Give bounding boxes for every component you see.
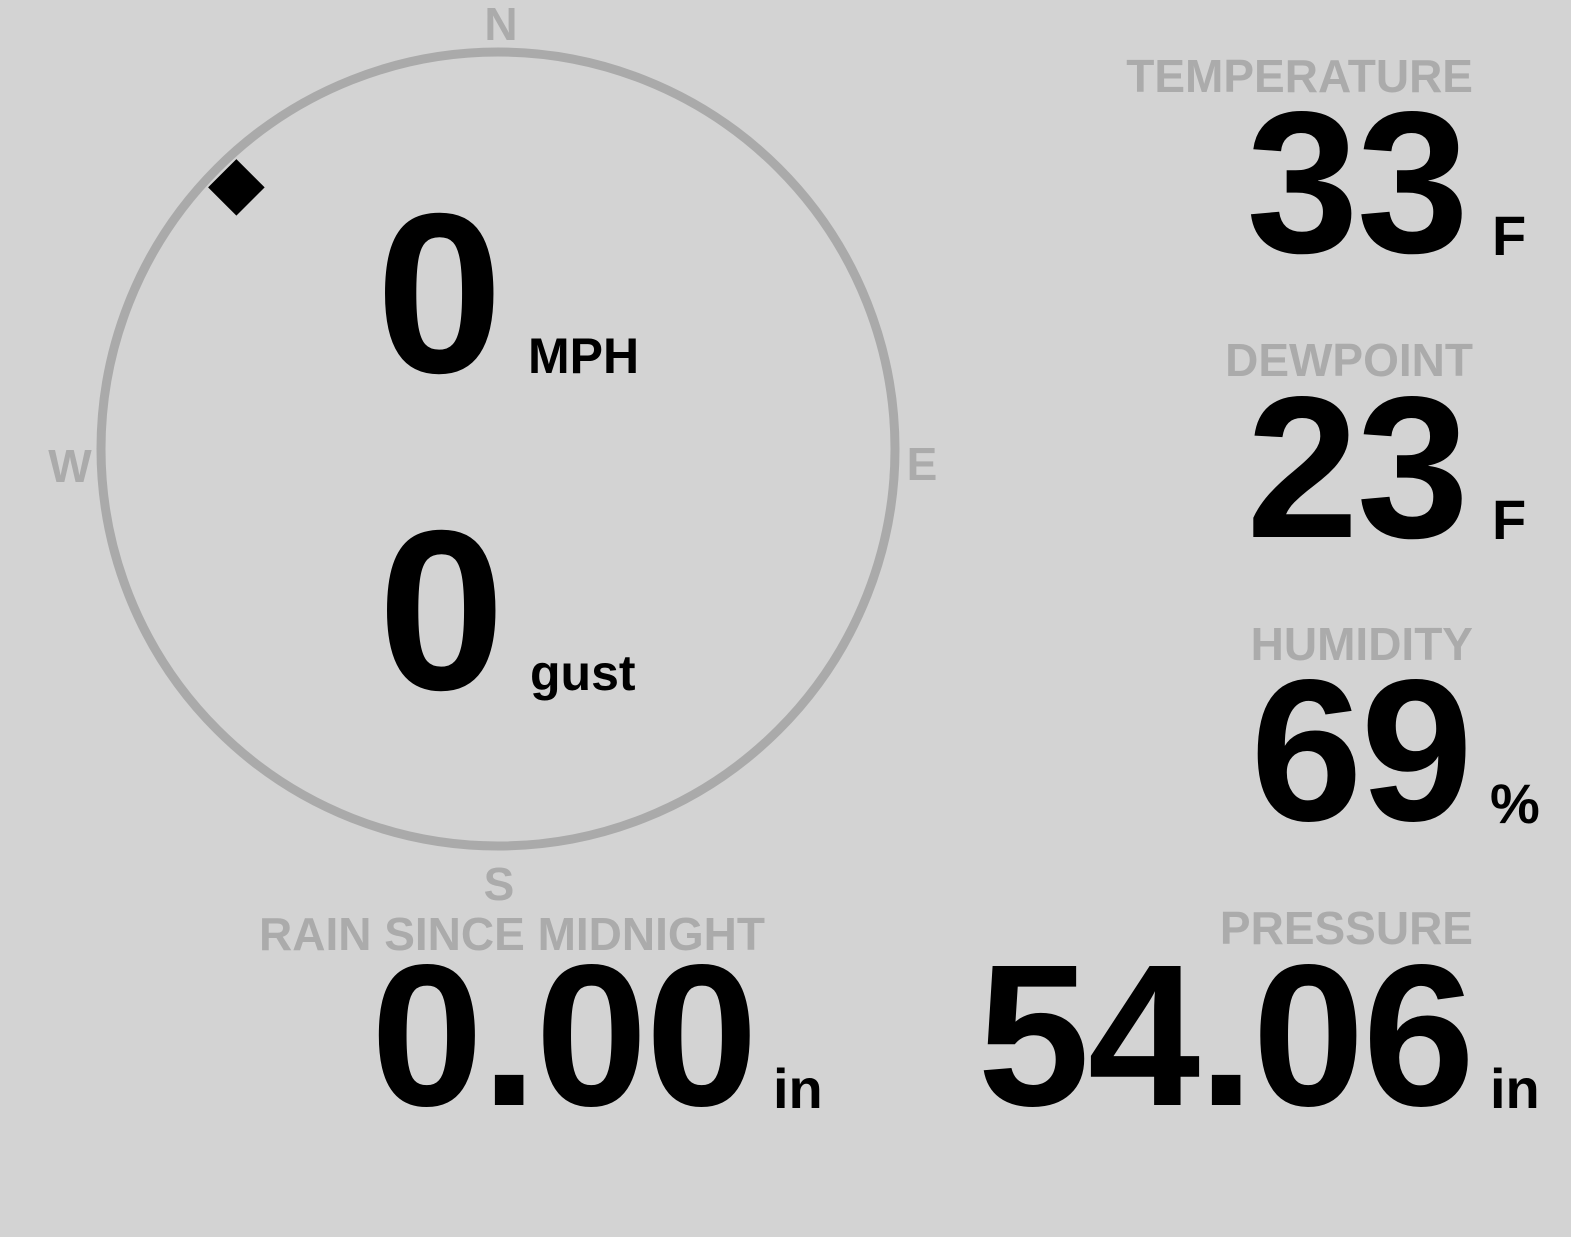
- rain-unit: in: [773, 1057, 823, 1120]
- dewpoint-label: DEWPOINT: [1225, 334, 1473, 386]
- temperature-unit: F: [1492, 204, 1527, 267]
- wind-gust-unit: gust: [530, 645, 636, 701]
- humidity-label: HUMIDITY: [1250, 618, 1473, 670]
- wind-gust-value: 0: [378, 484, 505, 738]
- dewpoint-unit: F: [1492, 488, 1527, 551]
- compass-north: N: [484, 0, 517, 50]
- humidity-unit: %: [1490, 772, 1540, 835]
- rain-label: RAIN SINCE MIDNIGHT: [259, 908, 765, 960]
- compass-ring: [96, 47, 900, 851]
- temperature-value: 33: [1246, 69, 1469, 295]
- wind-direction-marker: [208, 159, 265, 216]
- compass-east: E: [907, 438, 938, 490]
- dewpoint-value: 23: [1246, 354, 1469, 580]
- wind-speed-unit: MPH: [528, 328, 640, 384]
- pressure-label: PRESSURE: [1219, 902, 1473, 954]
- humidity-value: 69: [1250, 637, 1473, 863]
- pressure-value: 54.06: [977, 922, 1475, 1148]
- pressure-unit: in: [1490, 1057, 1540, 1120]
- temperature-label: TEMPERATURE: [1126, 50, 1473, 102]
- compass-west: W: [48, 440, 92, 492]
- compass-south: S: [484, 858, 515, 910]
- rain-value: 0.00: [370, 922, 758, 1148]
- wind-speed-value: 0: [376, 167, 503, 421]
